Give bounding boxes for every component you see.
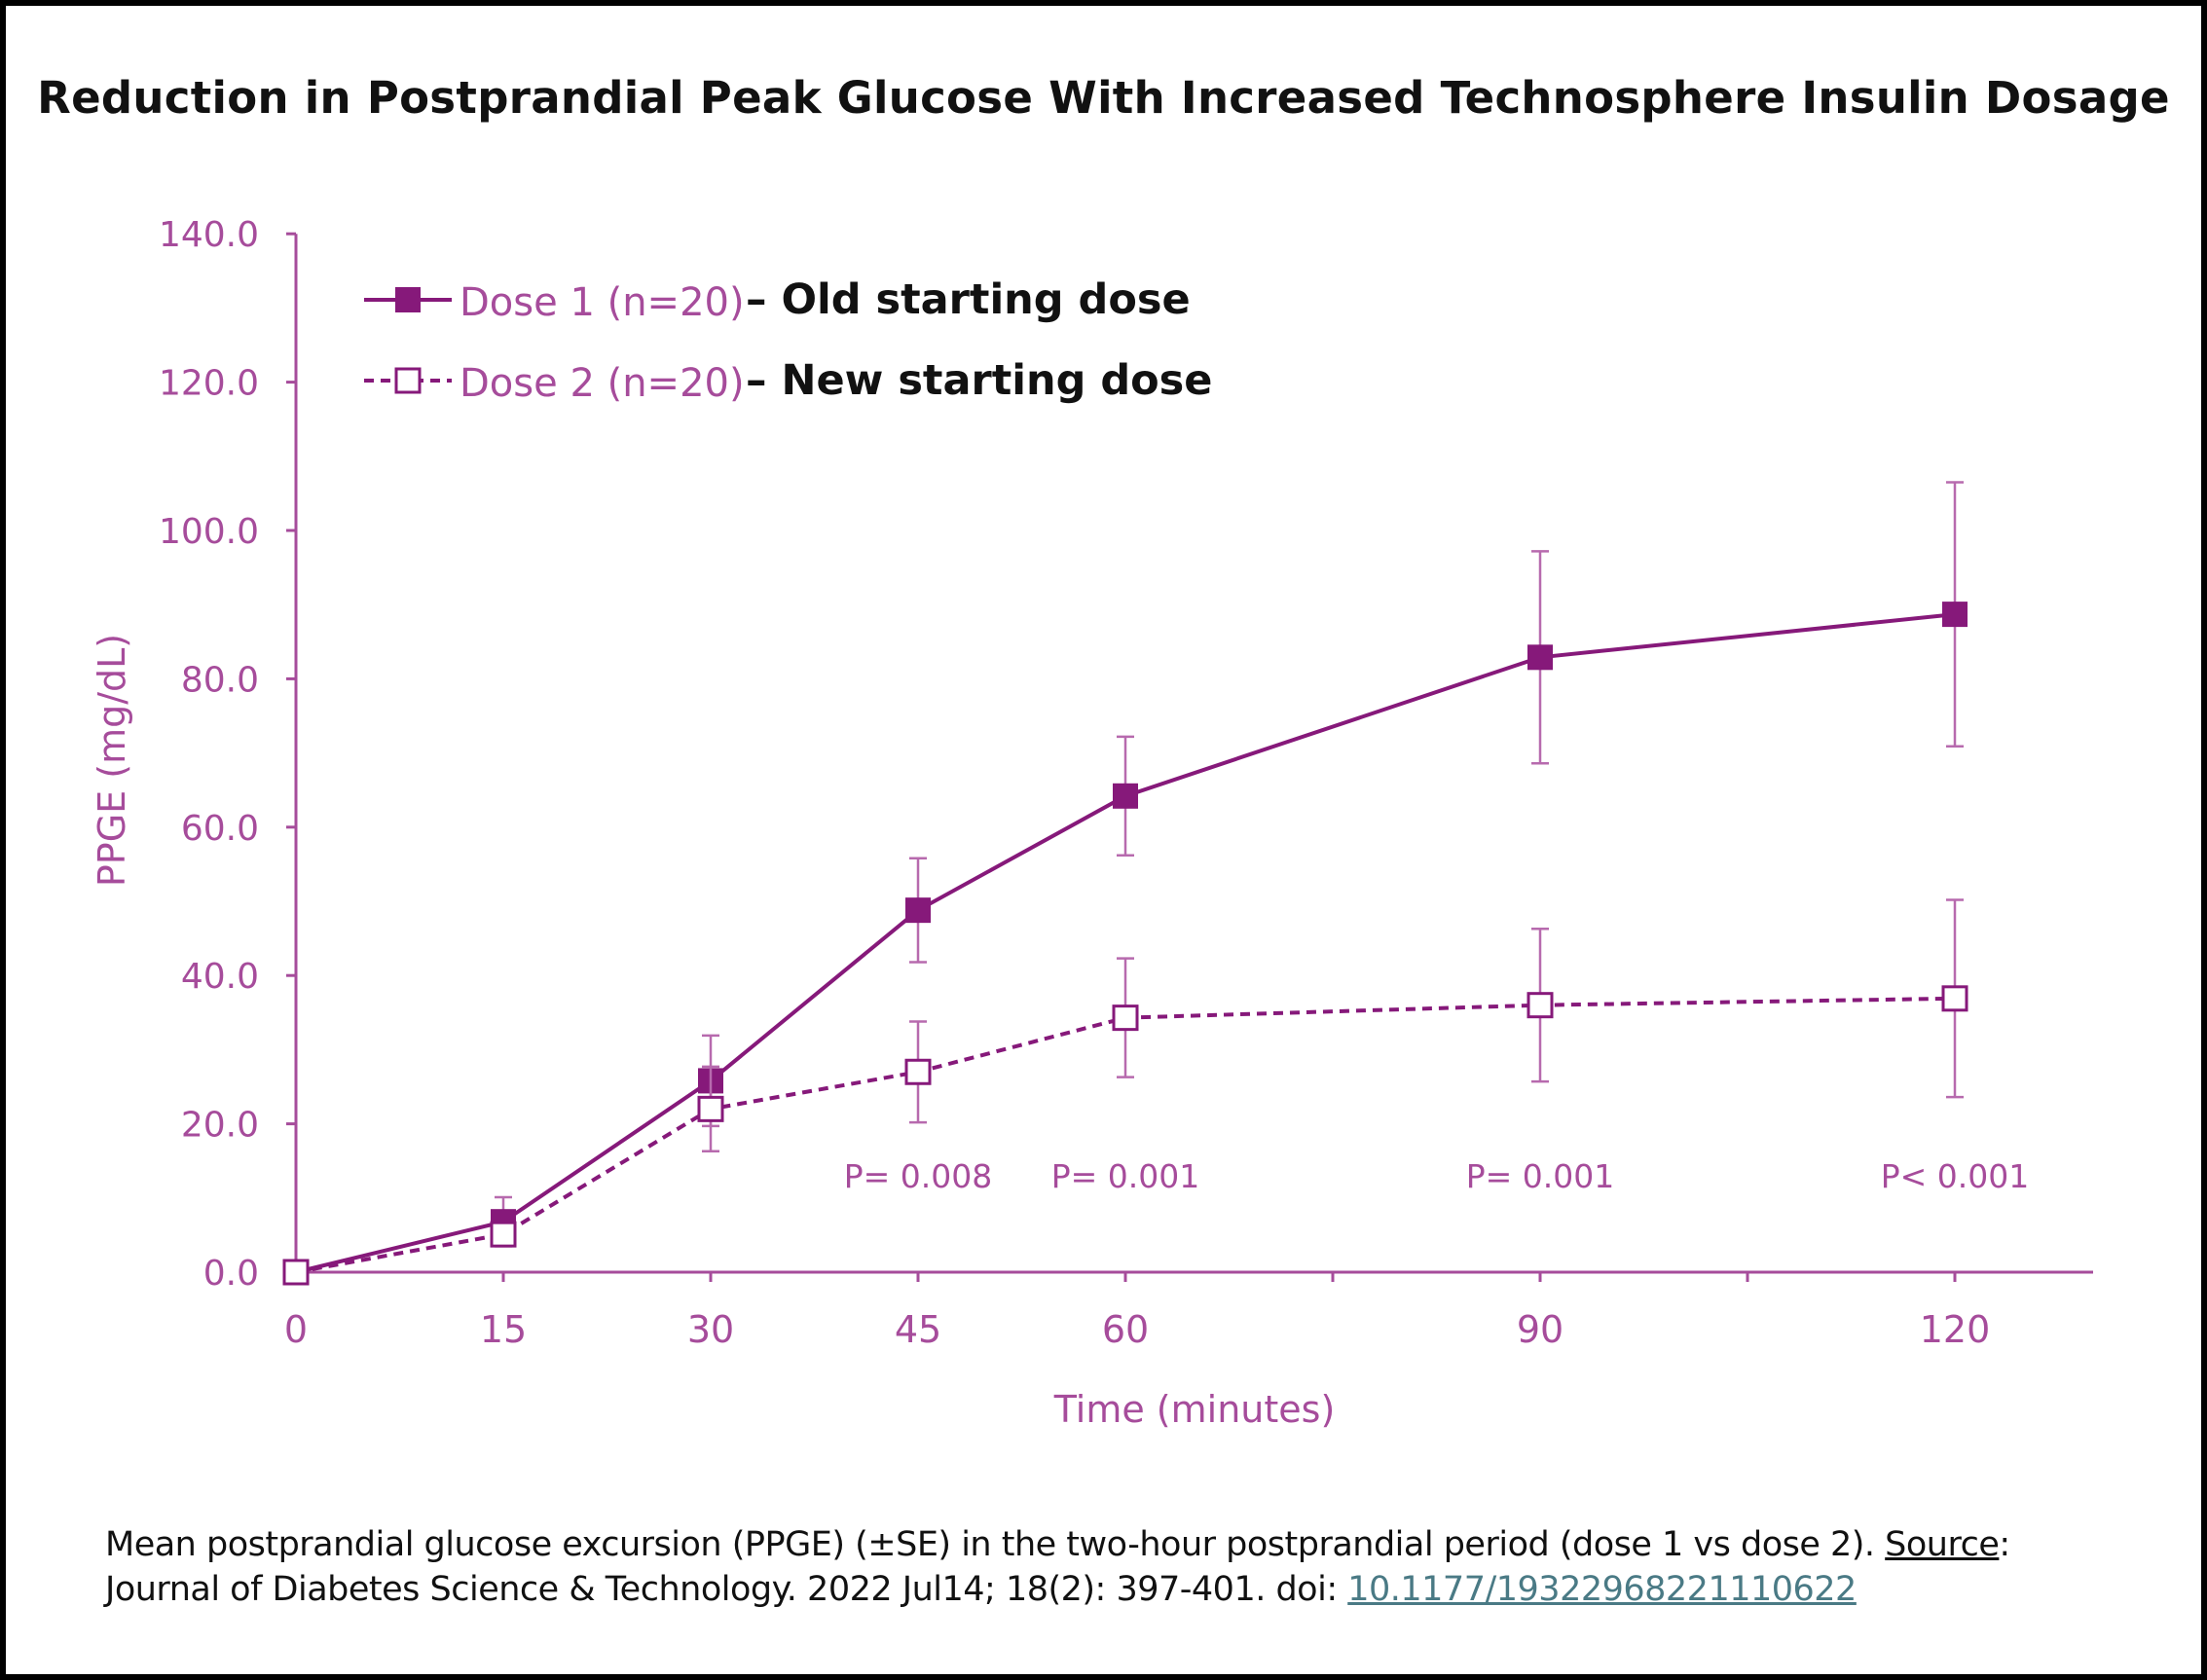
- chart-title: Reduction in Postprandial Peak Glucose W…: [37, 72, 2170, 124]
- data-point-dose-1: [1113, 783, 1138, 809]
- y-tick-label: 140.0: [159, 215, 259, 255]
- y-tick-label: 100.0: [159, 512, 259, 552]
- caption-text: Mean postprandial glucose excursion (PPG…: [105, 1525, 1886, 1564]
- y-tick-label: 80.0: [181, 660, 259, 700]
- data-point-dose-1: [1527, 644, 1553, 671]
- legend-label: Dose 2 (n=20): [460, 361, 745, 406]
- y-tick-label: 20.0: [181, 1106, 259, 1146]
- y-tick-label: 40.0: [181, 957, 259, 997]
- data-point-dose-2: [282, 1259, 310, 1286]
- x-tick-label: 15: [480, 1308, 527, 1351]
- data-point-dose-2: [1941, 985, 1968, 1012]
- y-axis-label: PPGE (mg/dL): [91, 634, 133, 887]
- data-point-dose-1: [905, 897, 931, 924]
- legend-marker: [394, 367, 422, 394]
- x-tick-label: 90: [1517, 1308, 1563, 1351]
- x-tick-label: 0: [284, 1308, 308, 1351]
- caption-colon: :: [1999, 1525, 2010, 1564]
- legend-marker: [395, 287, 421, 312]
- p-value-annotation: P< 0.001: [1881, 1157, 2030, 1195]
- legend-note: – New starting dose: [746, 356, 1212, 405]
- x-tick-label: 60: [1102, 1308, 1149, 1351]
- y-tick-label: 0.0: [203, 1254, 259, 1294]
- source-label: Source: [1885, 1525, 2000, 1564]
- legend-note: – Old starting dose: [746, 275, 1191, 324]
- data-point-dose-2: [1527, 992, 1554, 1019]
- data-point-dose-2: [904, 1058, 932, 1085]
- chart: 0.0 20.0 40.0 60.0 80.0 100.0 120.0 140.0 0 15 30 4…: [91, 215, 2093, 1431]
- x-axis-label: Time (minutes): [1053, 1388, 1336, 1431]
- data-point-dose-2: [490, 1221, 517, 1248]
- y-tick-label: 120.0: [159, 364, 259, 404]
- legend-label: Dose 1 (n=20): [460, 280, 745, 325]
- x-tick-label: 45: [895, 1308, 941, 1351]
- p-value-annotation: P= 0.008: [844, 1157, 993, 1195]
- p-value-annotation: P= 0.001: [1051, 1157, 1200, 1195]
- x-tick-label: 120: [1920, 1308, 1991, 1351]
- caption: Mean postprandial glucose excursion (PPG…: [105, 1522, 2010, 1612]
- p-value-annotation: P= 0.001: [1466, 1157, 1615, 1195]
- data-point-dose-2: [697, 1095, 724, 1122]
- caption-citation: Journal of Diabetes Science & Technology…: [105, 1570, 1348, 1609]
- y-tick-label: 60.0: [181, 809, 259, 849]
- x-tick-label: 30: [687, 1308, 734, 1351]
- data-point-dose-1: [1942, 602, 1968, 628]
- doi-link[interactable]: 10.1177/19322968221110622: [1347, 1570, 1857, 1609]
- data-point-dose-2: [1112, 1004, 1139, 1032]
